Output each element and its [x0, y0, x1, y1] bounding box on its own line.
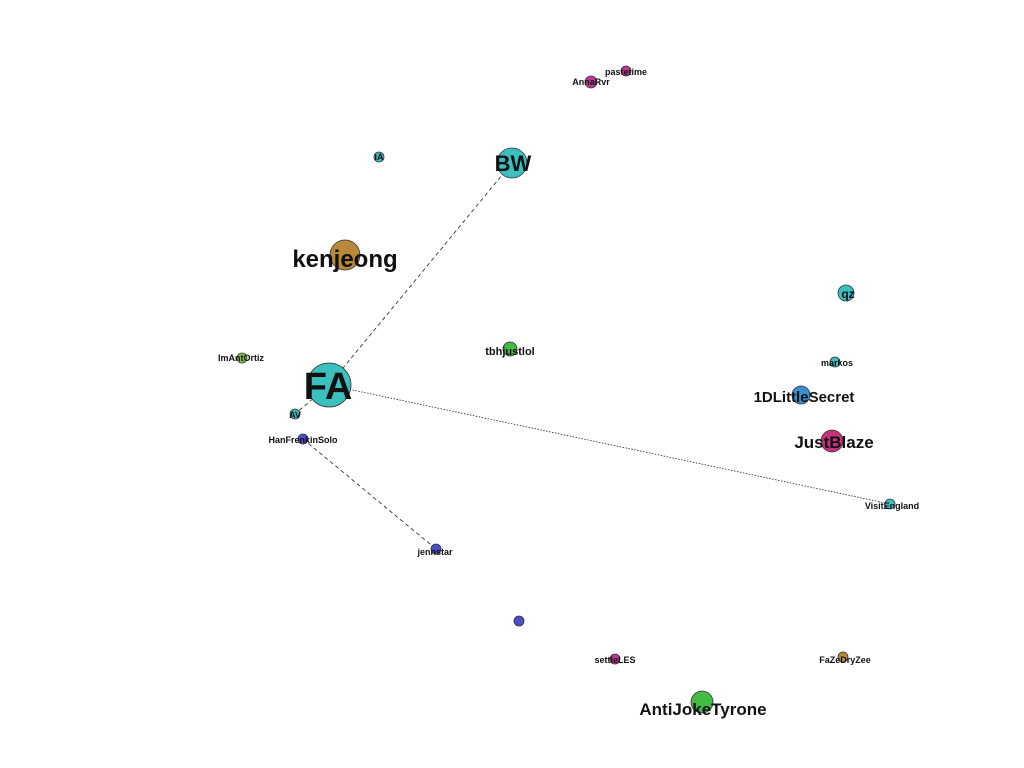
node-label-HanFrenkinSolo: HanFrenkinSolo	[268, 435, 338, 445]
node-ImAntOrtiz[interactable]	[236, 352, 248, 364]
node-label-qz: qz	[841, 287, 854, 301]
nodes-layer	[236, 65, 896, 714]
node-label-FA: FA	[304, 366, 353, 408]
node-label-settleLES: settleLES	[594, 655, 635, 665]
edge-HanFrenkinSolo-jennstar	[302, 438, 437, 550]
node-JustBlaze[interactable]	[820, 429, 844, 453]
node-label-JustBlaze: JustBlaze	[794, 433, 873, 452]
node-label-iA: iA	[375, 152, 385, 162]
node-unlabeled[interactable]	[513, 615, 525, 627]
node-AnnaRvr[interactable]	[584, 75, 598, 89]
node-BW[interactable]	[496, 147, 528, 179]
node-label-AV: AV	[289, 410, 301, 420]
node-label-1DLittleSecret: 1DLittleSecret	[754, 389, 855, 406]
node-label-tbhjustlol: tbhjustlol	[485, 346, 535, 358]
node-qz[interactable]	[837, 284, 855, 302]
node-HanFrenkinSolo[interactable]	[297, 433, 309, 445]
node-markos[interactable]	[829, 356, 841, 368]
node-pastetime[interactable]	[620, 65, 632, 77]
node-label-ImAntOrtiz: ImAntOrtiz	[218, 353, 264, 363]
node-FA[interactable]	[306, 362, 352, 408]
node-1DLittleSecret[interactable]	[791, 385, 811, 405]
node-tbhjustlol[interactable]	[502, 341, 518, 357]
node-label-BW: BW	[495, 151, 532, 176]
node-label-AnnaRvr: AnnaRvr	[572, 77, 610, 87]
node-FaZeDryZee[interactable]	[837, 651, 849, 663]
node-VisitEngland[interactable]	[884, 498, 896, 510]
node-AV[interactable]	[289, 408, 301, 420]
node-jennstar[interactable]	[430, 543, 442, 555]
node-label-pastetime: pastetime	[605, 67, 647, 77]
node-label-jennstar: jennstar	[416, 547, 453, 557]
node-kenjeong[interactable]	[329, 239, 361, 271]
node-label-VisitEngland: VisitEngland	[865, 501, 919, 511]
node-label-AntiJokeTyrone: AntiJokeTyrone	[639, 700, 766, 719]
node-AntiJokeTyrone[interactable]	[690, 690, 714, 714]
edges-layer	[294, 162, 891, 550]
node-iA[interactable]	[373, 151, 385, 163]
node-label-markos: markos	[821, 358, 853, 368]
node-settleLES[interactable]	[609, 653, 621, 665]
node-label-FaZeDryZee: FaZeDryZee	[819, 655, 871, 665]
node-label-kenjeong: kenjeong	[292, 246, 397, 273]
edge-FA-VisitEngland	[328, 384, 891, 505]
edge-FA-BW	[328, 162, 513, 386]
